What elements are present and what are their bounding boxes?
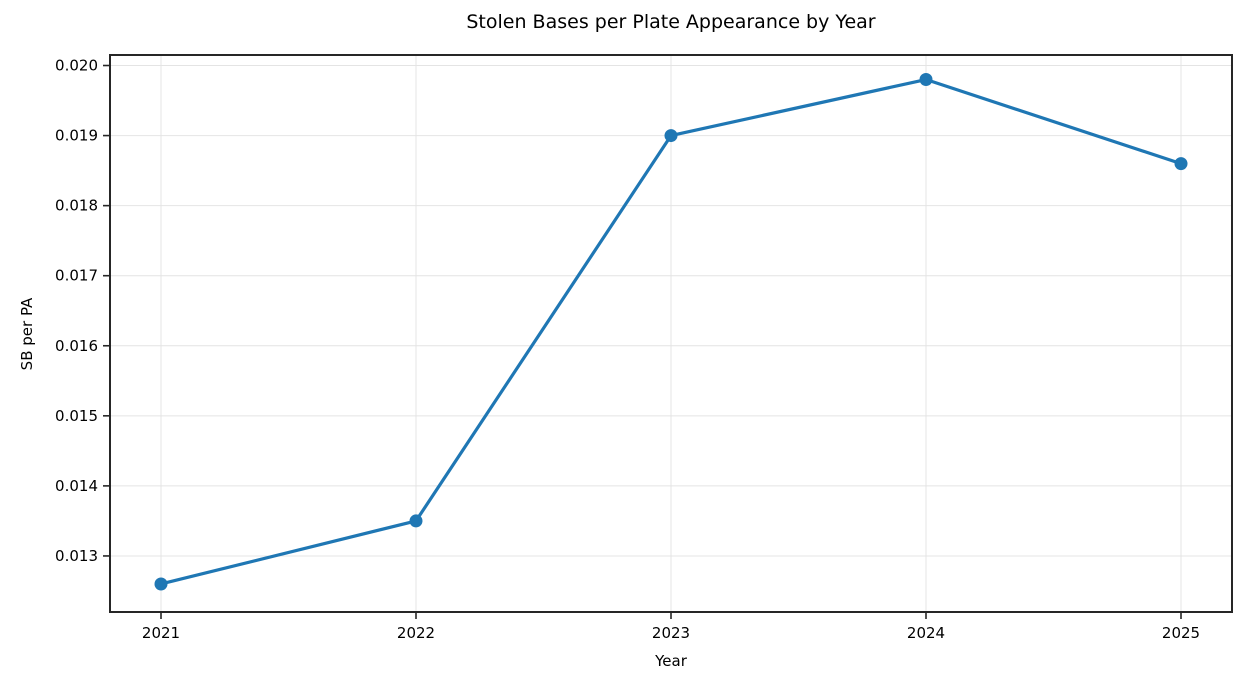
x-tick-label: 2023 (652, 624, 690, 642)
y-tick-label: 0.013 (55, 547, 98, 565)
y-tick-label: 0.019 (55, 127, 98, 145)
x-tick-label: 2021 (142, 624, 180, 642)
data-point-2021 (154, 577, 168, 591)
y-tick-label: 0.015 (55, 407, 98, 425)
y-tick-label: 0.014 (55, 477, 98, 495)
y-tick-label: 0.018 (55, 197, 98, 215)
y-tick-label: 0.020 (55, 57, 98, 75)
y-axis-label: SB per PA (18, 297, 36, 371)
y-tick-label: 0.016 (55, 337, 98, 355)
data-point-2022 (409, 514, 423, 528)
data-point-2023 (664, 129, 678, 143)
x-axis-label: Year (655, 652, 687, 670)
x-tick-label: 2025 (1162, 624, 1200, 642)
x-tick-label: 2024 (907, 624, 945, 642)
y-tick-label: 0.017 (55, 267, 98, 285)
chart-title: Stolen Bases per Plate Appearance by Yea… (466, 11, 876, 33)
data-point-2024 (919, 73, 933, 87)
data-point-2025 (1174, 157, 1188, 171)
x-tick-label: 2022 (397, 624, 435, 642)
